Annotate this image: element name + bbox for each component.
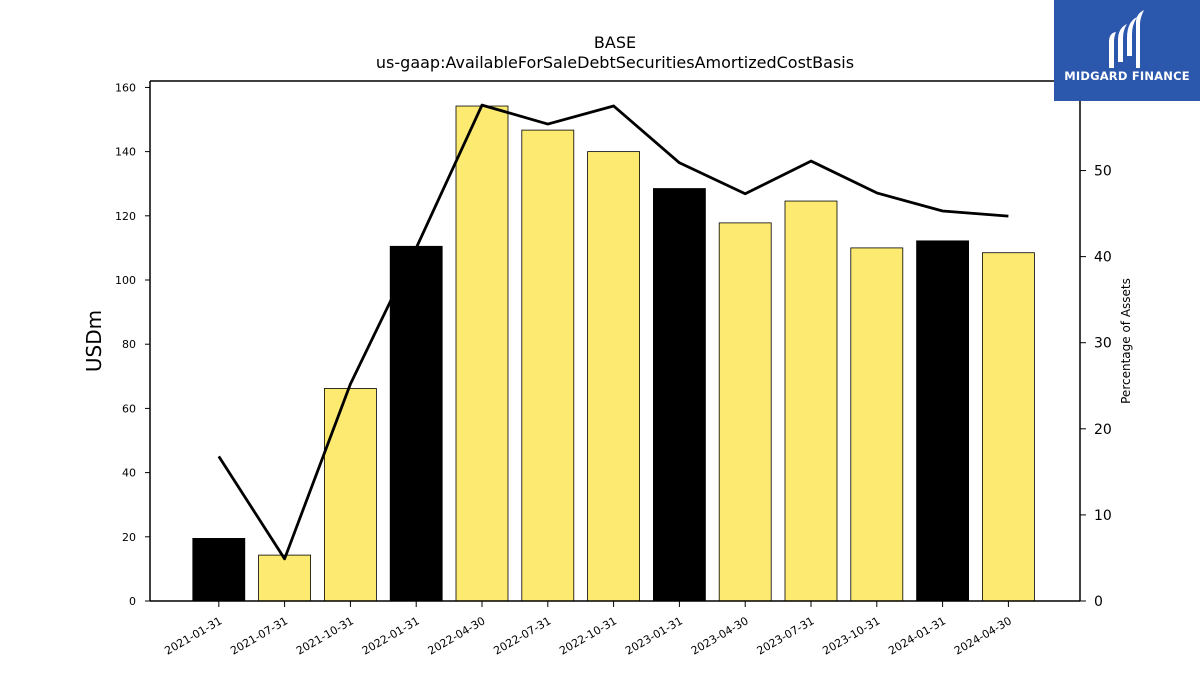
bar — [192, 538, 246, 602]
bar — [587, 151, 640, 602]
x-tick-label: 2023-04-30 — [689, 614, 751, 657]
brand-logo: MIDGARD FINANCE — [1054, 0, 1200, 101]
x-tick-label: 2022-07-31 — [491, 614, 553, 657]
bar — [323, 388, 377, 602]
y-tick-label: 80 — [122, 338, 136, 351]
bar — [982, 252, 1035, 602]
x-tick-label: 2024-04-30 — [952, 614, 1014, 657]
y2-axis-label: Percentage of Assets — [1119, 278, 1133, 404]
x-tick-label: 2022-04-30 — [426, 614, 488, 657]
y-tick-label: 140 — [115, 146, 136, 159]
y-tick-label: 0 — [129, 595, 136, 608]
bar — [653, 188, 706, 602]
bar — [455, 105, 509, 602]
x-tick-label: 2023-10-31 — [820, 614, 882, 657]
y2-tick-label: 40 — [1094, 250, 1112, 266]
x-tick-label: 2022-10-31 — [557, 614, 619, 657]
x-tick-label: 2023-01-31 — [623, 614, 685, 657]
x-tick-label: 2023-07-31 — [755, 614, 817, 657]
x-tick-label: 2022-01-31 — [360, 614, 422, 657]
bar — [718, 222, 772, 602]
series-line — [217, 103, 1009, 561]
y-tick-label: 20 — [122, 531, 136, 544]
y2-tick-label: 30 — [1094, 336, 1112, 352]
y-tick-label: 160 — [115, 81, 136, 94]
bar — [521, 129, 575, 602]
y-tick-label: 120 — [115, 210, 136, 223]
y2-tick-label: 10 — [1094, 508, 1112, 524]
bar — [784, 200, 838, 602]
plot-area: 0 20 40 60 80 100 120 140 160 0 10 20 30 40 50 2021-01-… — [115, 80, 1112, 658]
x-tick-label: 2021-07-31 — [228, 614, 290, 657]
bar — [389, 245, 443, 602]
bar — [258, 554, 312, 602]
y-tick-label: 100 — [115, 274, 136, 287]
x-tick-label: 2021-01-31 — [162, 614, 224, 657]
y2-tick-label: 0 — [1094, 594, 1103, 610]
y2-tick-label: 50 — [1094, 164, 1112, 180]
logo-text: MIDGARD FINANCE — [1064, 69, 1190, 83]
x-tick-label: 2021-10-31 — [294, 614, 356, 657]
chart-subtitle: us-gaap:AvailableForSaleDebtSecuritiesAm… — [376, 53, 854, 72]
y2-tick-label: 20 — [1094, 422, 1112, 438]
y-axis-label: USDm — [82, 310, 106, 372]
chart-title: BASE — [594, 33, 636, 52]
y-tick-label: 40 — [122, 467, 136, 480]
bar — [916, 240, 969, 602]
logo-mark-icon — [1109, 10, 1144, 68]
bar — [850, 247, 904, 602]
x-tick-label: 2024-01-31 — [886, 614, 948, 657]
y-tick-label: 60 — [122, 402, 136, 415]
